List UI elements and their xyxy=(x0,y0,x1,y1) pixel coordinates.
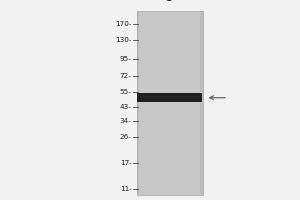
Text: 72-: 72- xyxy=(120,73,132,79)
Bar xyxy=(200,11,203,195)
Text: 1: 1 xyxy=(167,0,172,3)
Text: kDa: kDa xyxy=(109,0,125,2)
Text: 43-: 43- xyxy=(120,104,132,110)
Text: 170-: 170- xyxy=(115,21,132,27)
Text: 34-: 34- xyxy=(120,118,132,124)
Text: 130-: 130- xyxy=(115,37,132,43)
Text: 55-: 55- xyxy=(120,89,132,95)
Text: 26-: 26- xyxy=(120,134,132,140)
Text: 11-: 11- xyxy=(120,186,132,192)
Bar xyxy=(136,11,139,195)
Bar xyxy=(137,96,202,98)
Bar xyxy=(136,11,202,195)
Text: 17-: 17- xyxy=(120,160,132,166)
Text: 95-: 95- xyxy=(120,56,132,62)
Bar xyxy=(137,93,202,102)
